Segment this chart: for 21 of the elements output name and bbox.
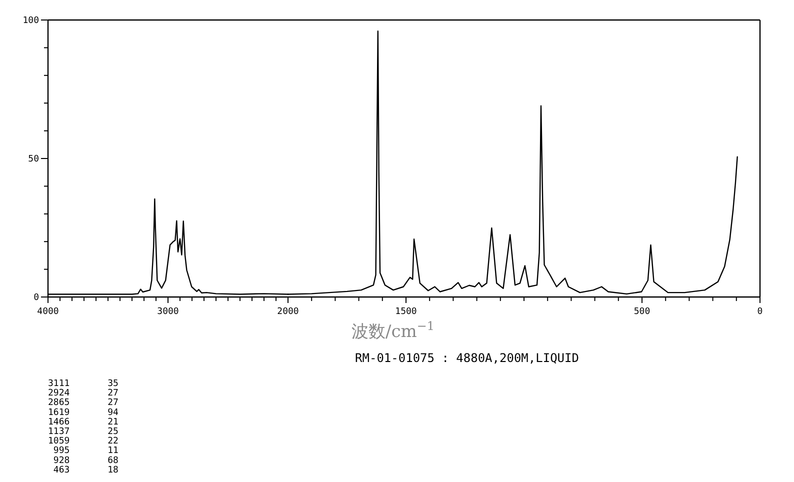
- text: 2865 27: [48, 398, 118, 408]
- text: 463 18: [48, 465, 118, 476]
- x-tick-label: 4000: [37, 307, 59, 317]
- x-tick-label: 1500: [395, 307, 417, 317]
- x-tick-label: 0: [757, 307, 763, 317]
- x-tick-label: 3000: [157, 307, 179, 317]
- x-tick-label: 2000: [277, 307, 299, 317]
- text: 1466 21: [48, 417, 118, 428]
- text: 1619 94: [48, 408, 118, 418]
- text: 928 68: [48, 456, 118, 466]
- y-tick-label: 0: [34, 293, 39, 303]
- y-tick-label: 50: [28, 154, 39, 164]
- y-tick-label: 100: [22, 16, 39, 26]
- text: 2924 27: [48, 388, 118, 399]
- x-tick-label: 500: [634, 307, 650, 317]
- text: 1059 22: [48, 436, 118, 447]
- text: RM-01-01075 : 4880A,200M,LIQUID: [355, 351, 579, 365]
- x-axis-title: 波数/cm$^{−1}$: [352, 319, 434, 342]
- text: 995 11: [48, 446, 118, 456]
- text: 3111 35: [48, 379, 118, 389]
- text: 1137 25: [48, 427, 118, 437]
